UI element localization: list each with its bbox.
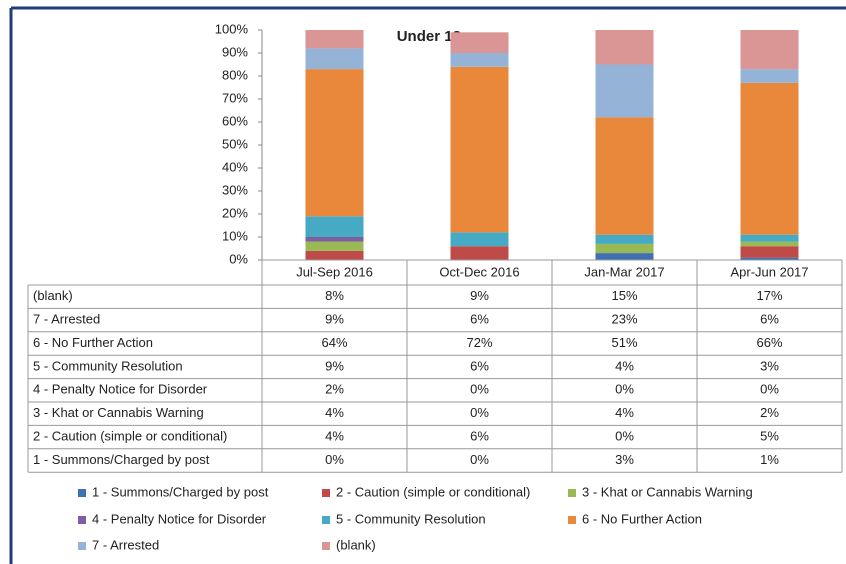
y-tick-label: 30% (222, 182, 248, 197)
bar-segment (595, 253, 654, 260)
bar-segment (595, 64, 654, 118)
table-cell: 64% (321, 335, 347, 350)
legend-label: 2 - Caution (simple or conditional) (336, 484, 530, 499)
table-cell: 51% (611, 335, 637, 350)
row-label: 3 - Khat or Cannabis Warning (33, 405, 204, 420)
table-cell: 4% (615, 358, 634, 373)
bar-segment (740, 30, 799, 70)
table-cell: 17% (756, 288, 782, 303)
legend-label: 4 - Penalty Notice for Disorder (92, 511, 267, 526)
row-label: 2 - Caution (simple or conditional) (33, 429, 227, 444)
table-cell: 6% (470, 312, 489, 327)
legend-swatch (322, 516, 330, 524)
table-cell: 3% (615, 452, 634, 467)
legend-swatch (78, 489, 86, 497)
table-cell: 0% (325, 452, 344, 467)
row-label: (blank) (33, 288, 73, 303)
row-label: 4 - Penalty Notice for Disorder (33, 382, 208, 397)
table-cell: 4% (615, 405, 634, 420)
bar-segment (305, 237, 364, 242)
x-tick-label: Apr-Jun 2017 (730, 264, 808, 279)
table-cell: 66% (756, 335, 782, 350)
table-cell: 0% (615, 382, 634, 397)
bar-segment (450, 232, 509, 247)
legend-label: 1 - Summons/Charged by post (92, 484, 269, 499)
table-cell: 0% (470, 405, 489, 420)
bar-segment (305, 30, 364, 49)
bar-segment (595, 30, 654, 65)
table-cell: 9% (470, 288, 489, 303)
y-tick-label: 20% (222, 205, 248, 220)
legend-swatch (568, 489, 576, 497)
legend-swatch (78, 516, 86, 524)
bar-segment (595, 234, 654, 244)
legend-label: (blank) (336, 537, 376, 552)
y-tick-label: 70% (222, 90, 248, 105)
table-cell: 9% (325, 312, 344, 327)
legend-label: 6 - No Further Action (582, 511, 702, 526)
legend-label: 5 - Community Resolution (336, 511, 486, 526)
table-cell: 1% (760, 452, 779, 467)
bar-segment (450, 32, 509, 53)
y-tick-label: 90% (222, 44, 248, 59)
table-cell: 6% (470, 429, 489, 444)
legend-swatch (78, 542, 86, 550)
table-cell: 15% (611, 288, 637, 303)
table-cell: 8% (325, 288, 344, 303)
table-cell: 5% (760, 429, 779, 444)
bar-segment (740, 241, 799, 247)
table-cell: 0% (760, 382, 779, 397)
bar-segment (740, 69, 799, 83)
table-cell: 2% (760, 405, 779, 420)
table-cell: 23% (611, 312, 637, 327)
table-cell: 6% (470, 358, 489, 373)
y-tick-label: 0% (229, 251, 248, 266)
bar-segment (740, 246, 799, 258)
bar-segment (450, 66, 509, 233)
row-label: 7 - Arrested (33, 312, 100, 327)
bar-segment (740, 257, 799, 260)
bar-segment (450, 53, 509, 67)
table-cell: 2% (325, 382, 344, 397)
table-cell: 9% (325, 358, 344, 373)
x-tick-label: Jan-Mar 2017 (584, 264, 664, 279)
legend-swatch (568, 516, 576, 524)
row-label: 5 - Community Resolution (33, 358, 183, 373)
row-label: 6 - No Further Action (33, 335, 153, 350)
bar-segment (450, 246, 509, 260)
bar-segment (305, 48, 364, 70)
y-tick-label: 100% (215, 21, 249, 36)
bar-segment (595, 243, 654, 254)
y-tick-label: 50% (222, 136, 248, 151)
bar-segment (595, 117, 654, 235)
bar-segment (305, 216, 364, 237)
table-cell: 72% (466, 335, 492, 350)
row-label: 1 - Summons/Charged by post (33, 452, 210, 467)
bar-segment (740, 82, 799, 235)
x-tick-label: Oct-Dec 2016 (439, 264, 519, 279)
bar-segment (305, 241, 364, 251)
legend-label: 7 - Arrested (92, 537, 159, 552)
table-cell: 0% (615, 429, 634, 444)
table-cell: 4% (325, 405, 344, 420)
y-tick-label: 80% (222, 67, 248, 82)
table-cell: 0% (470, 382, 489, 397)
table-cell: 6% (760, 312, 779, 327)
y-tick-label: 60% (222, 113, 248, 128)
table-cell: 0% (470, 452, 489, 467)
table-cell: 3% (760, 358, 779, 373)
legend-swatch (322, 489, 330, 497)
y-tick-label: 40% (222, 159, 248, 174)
bar-segment (305, 250, 364, 260)
bar-segment (305, 69, 364, 217)
legend-label: 3 - Khat or Cannabis Warning (582, 484, 753, 499)
bar-segment (740, 234, 799, 242)
x-tick-label: Jul-Sep 2016 (296, 264, 373, 279)
y-tick-label: 10% (222, 228, 248, 243)
legend-swatch (322, 542, 330, 550)
table-cell: 4% (325, 429, 344, 444)
